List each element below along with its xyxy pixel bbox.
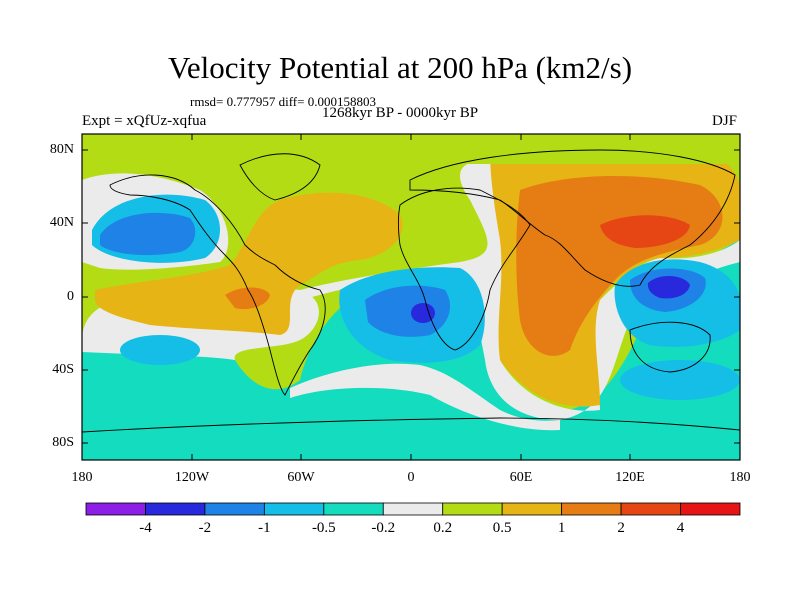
antarctica-coastline [82, 417, 740, 433]
colorbar-swatch [145, 502, 206, 516]
chart-title: Velocity Potential at 200 hPa (km2/s) [167, 50, 633, 85]
africa-coastline [398, 187, 531, 351]
colorbar-tick-label: 1 [557, 520, 566, 536]
colorbar-tick-label: 0.5 [492, 520, 512, 536]
coastlines [82, 149, 740, 433]
lat-tick-label: 0 [67, 289, 74, 304]
colorbar-swatch [382, 502, 444, 516]
lat-tick-label: 80N [49, 142, 74, 157]
lat-tick-label: 40S [52, 362, 74, 377]
colorbar-swatch [204, 502, 265, 516]
americas-positive-core [225, 287, 270, 310]
colorbar-swatch [263, 502, 325, 516]
colorbar-tick-label: -0.5 [311, 520, 336, 536]
subtitle: 1268kyr BP - 0000kyr BP [321, 105, 479, 121]
colorbar [85, 502, 741, 516]
colorbar-swatch [680, 502, 741, 516]
pacific-negative-core [100, 212, 196, 256]
asia-positive-core [600, 215, 690, 248]
colorbar-tick-label: -0.2 [371, 520, 396, 536]
stats-label: rmsd= 0.777957 diff= 0.000158803 [190, 94, 376, 109]
lon-tick-label: 180 [729, 470, 751, 485]
maritime-negative-core [647, 276, 690, 299]
contour-field [82, 134, 740, 460]
colorbar-swatch [323, 502, 384, 516]
antarctic-white-band [290, 363, 560, 431]
south-pacific-blob [120, 335, 200, 365]
colorbar-swatch [442, 502, 503, 516]
colorbar-swatch [561, 502, 622, 516]
colorbar-tick-label: 0.2 [433, 520, 453, 536]
colorbar-tick-label: 4 [676, 520, 685, 536]
colorbar-tick-label: -1 [258, 520, 271, 536]
lat-tick-label: 40N [49, 215, 74, 230]
season-label: DJF [712, 113, 738, 129]
americas-coastline [109, 174, 326, 396]
lat-tick-label: 80S [52, 435, 74, 450]
africa-negative-2 [365, 285, 450, 337]
lon-tick-label: 0 [407, 470, 415, 485]
experiment-label: Expt = xQfUz-xqfua [82, 113, 207, 129]
lon-tick-label: 120E [615, 470, 645, 485]
colorbar-swatch [620, 502, 681, 516]
colorbar-tick-label: -2 [198, 520, 212, 536]
axis-ticks [81, 134, 741, 460]
lon-tick-label: 180 [71, 470, 93, 485]
lon-tick-label: 60W [287, 470, 315, 485]
greenland-coastline [239, 153, 321, 201]
americas-positive [95, 192, 403, 335]
lon-tick-label: 60E [509, 470, 533, 485]
south-indian-blob [620, 360, 740, 400]
lon-tick-label: 120W [174, 470, 210, 485]
colorbar-tick-label: -4 [139, 520, 152, 536]
colorbar-swatch [85, 502, 146, 516]
colorbar-swatch [501, 502, 563, 516]
eurasia-coastline [409, 149, 736, 287]
africa-negative-core [411, 303, 435, 323]
australia-coastline [629, 321, 711, 373]
colorbar-tick-label: 2 [617, 520, 625, 536]
